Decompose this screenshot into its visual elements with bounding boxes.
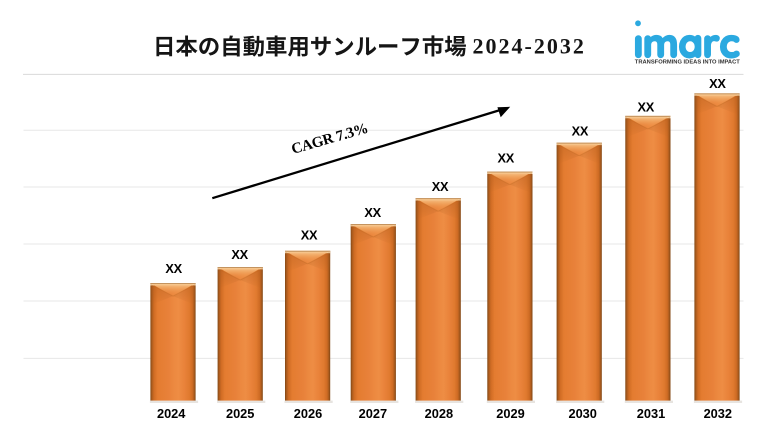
svg-text:XX: XX bbox=[498, 151, 515, 166]
svg-text:XX: XX bbox=[301, 227, 318, 242]
svg-text:2025: 2025 bbox=[226, 406, 254, 421]
svg-text:2024-2032: 2024-2032 bbox=[473, 33, 586, 58]
svg-text:2026: 2026 bbox=[294, 406, 322, 421]
svg-text:2030: 2030 bbox=[568, 406, 596, 421]
svg-text:XX: XX bbox=[165, 261, 182, 276]
svg-text:XX: XX bbox=[638, 99, 655, 114]
svg-text:XX: XX bbox=[572, 124, 589, 139]
svg-text:2028: 2028 bbox=[425, 406, 453, 421]
svg-text:XX: XX bbox=[709, 76, 726, 91]
svg-text:2024: 2024 bbox=[157, 406, 186, 421]
svg-text:2031: 2031 bbox=[637, 406, 665, 421]
svg-text:TRANSFORMING IDEAS INTO IMPACT: TRANSFORMING IDEAS INTO IMPACT bbox=[635, 60, 741, 66]
svg-text:2027: 2027 bbox=[359, 406, 387, 421]
svg-text:2032: 2032 bbox=[704, 406, 732, 421]
svg-text:2029: 2029 bbox=[496, 406, 524, 421]
svg-text:XX: XX bbox=[231, 247, 248, 262]
svg-text:XX: XX bbox=[432, 179, 449, 194]
svg-text:XX: XX bbox=[364, 205, 381, 220]
